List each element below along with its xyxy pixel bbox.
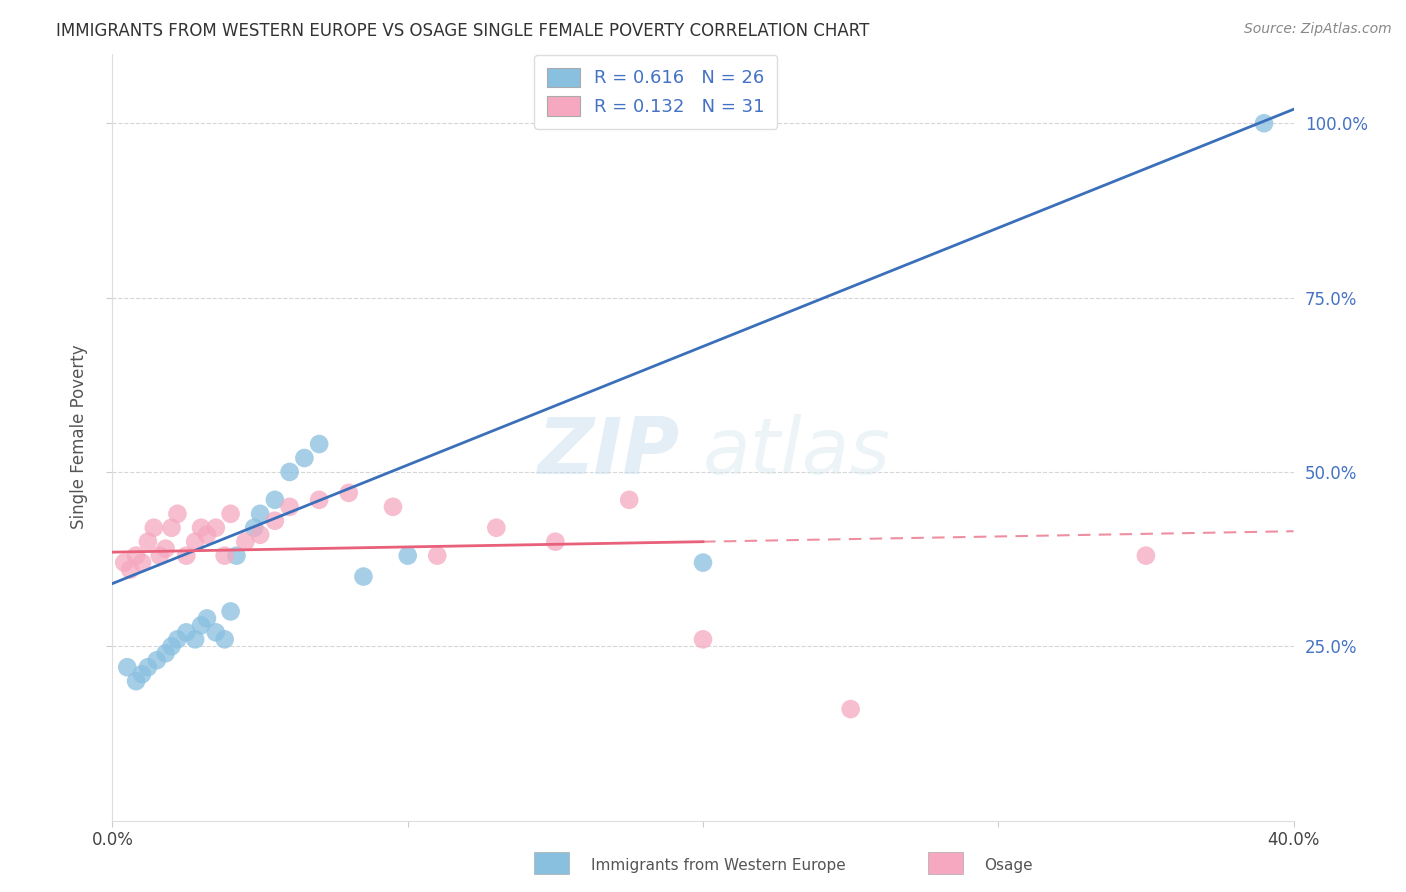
Point xyxy=(155,646,177,660)
Point xyxy=(292,450,315,465)
Point xyxy=(142,521,165,535)
Point xyxy=(120,563,142,577)
Point xyxy=(264,492,287,507)
Point xyxy=(125,549,148,563)
Point xyxy=(337,486,360,500)
Point xyxy=(190,521,212,535)
Point xyxy=(149,549,172,563)
Point xyxy=(136,660,159,674)
Point xyxy=(112,556,135,570)
Point xyxy=(146,653,169,667)
Point xyxy=(352,569,374,583)
Point xyxy=(160,521,183,535)
Point xyxy=(308,492,330,507)
Point xyxy=(205,625,228,640)
Point xyxy=(184,632,207,647)
Point xyxy=(219,604,242,618)
Point xyxy=(155,541,177,556)
Point xyxy=(219,507,242,521)
Point xyxy=(1253,116,1275,130)
Point xyxy=(382,500,405,514)
Point xyxy=(174,625,197,640)
Y-axis label: Single Female Poverty: Single Female Poverty xyxy=(70,345,89,529)
Point xyxy=(184,534,207,549)
Point xyxy=(195,611,218,625)
Point xyxy=(278,500,301,514)
Text: Source: ZipAtlas.com: Source: ZipAtlas.com xyxy=(1244,22,1392,37)
Point xyxy=(195,527,218,541)
Point xyxy=(308,437,330,451)
Text: ZIP: ZIP xyxy=(537,415,679,491)
Point xyxy=(166,507,188,521)
Point xyxy=(214,632,236,647)
Text: IMMIGRANTS FROM WESTERN EUROPE VS OSAGE SINGLE FEMALE POVERTY CORRELATION CHART: IMMIGRANTS FROM WESTERN EUROPE VS OSAGE … xyxy=(56,22,870,40)
Point xyxy=(243,521,266,535)
Point xyxy=(1135,549,1157,563)
Point xyxy=(692,632,714,647)
Point xyxy=(136,534,159,549)
Point xyxy=(264,514,287,528)
Point xyxy=(249,507,271,521)
Point xyxy=(131,667,153,681)
Point xyxy=(396,549,419,563)
Point xyxy=(544,534,567,549)
Point xyxy=(225,549,247,563)
Point xyxy=(485,521,508,535)
Point xyxy=(249,527,271,541)
Point xyxy=(117,660,138,674)
Point xyxy=(214,549,236,563)
Point xyxy=(619,492,641,507)
Point xyxy=(692,556,714,570)
Text: atlas: atlas xyxy=(703,415,891,491)
Point xyxy=(174,549,197,563)
Point xyxy=(166,632,188,647)
Point xyxy=(190,618,212,632)
Point xyxy=(131,556,153,570)
Text: Immigrants from Western Europe: Immigrants from Western Europe xyxy=(591,858,845,872)
Point xyxy=(426,549,449,563)
Point xyxy=(160,640,183,654)
Point xyxy=(125,674,148,689)
Text: Osage: Osage xyxy=(984,858,1033,872)
Point xyxy=(233,534,256,549)
Point xyxy=(205,521,228,535)
Point xyxy=(278,465,301,479)
Legend: R = 0.616   N = 26, R = 0.132   N = 31: R = 0.616 N = 26, R = 0.132 N = 31 xyxy=(534,55,778,129)
Point xyxy=(839,702,862,716)
